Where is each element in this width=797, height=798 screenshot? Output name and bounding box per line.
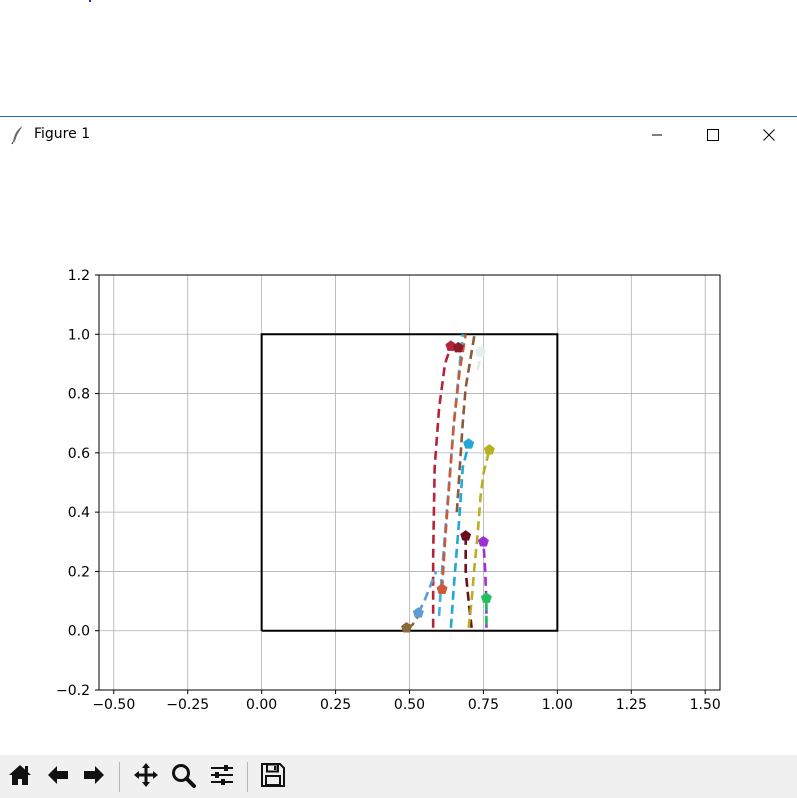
navigation-toolbar: [0, 755, 797, 798]
top-background: [0, 0, 797, 116]
minimize-button[interactable]: [634, 117, 680, 153]
maximize-icon: [707, 129, 719, 141]
magnifier-icon: [169, 761, 197, 793]
series-line: [455, 334, 476, 513]
feather-icon: [10, 125, 26, 145]
y-tick-label: 0.0: [68, 624, 90, 640]
y-tick-label: 0.8: [68, 387, 90, 403]
toolbar-separator: [119, 762, 120, 792]
configure-subplots-button[interactable]: [205, 760, 239, 794]
x-tick-label: 1.50: [690, 697, 721, 713]
series-line: [467, 449, 491, 628]
blue-dot: [89, 0, 91, 2]
unit-square: [260, 333, 559, 632]
maximize-button[interactable]: [690, 117, 736, 153]
series-line: [440, 334, 467, 590]
home-icon: [6, 761, 34, 793]
floppy-disk-icon: [259, 761, 287, 793]
title-bar[interactable]: Figure 1: [0, 117, 797, 153]
point-marker: [436, 583, 448, 594]
pan-button[interactable]: [129, 760, 163, 794]
minimize-icon: [651, 129, 663, 141]
point-marker: [480, 592, 492, 603]
point-marker: [445, 340, 457, 351]
back-button[interactable]: [41, 760, 75, 794]
chart-svg: −0.50 −0.25 0.00 0.25 0.50 0.75 1.00 1.25 1.50 −0…: [56, 268, 721, 713]
series-line: [417, 570, 438, 614]
close-button[interactable]: [746, 117, 792, 153]
point-marker: [483, 444, 495, 455]
x-tick-label: 0.00: [246, 697, 277, 713]
x-tick-label: 0.25: [320, 697, 351, 713]
y-tick-label: 1.2: [68, 268, 90, 284]
y-tick-label: 1.0: [68, 327, 90, 343]
sliders-icon: [208, 761, 236, 793]
point-marker: [477, 535, 489, 547]
y-tick-label: 0.2: [68, 564, 90, 580]
point-marker: [460, 530, 472, 541]
x-tick-label: −0.25: [166, 697, 209, 713]
series-line: [431, 345, 453, 628]
series-line: [482, 541, 488, 628]
window-top-border: [0, 116, 797, 117]
y-tick-label: −0.2: [56, 683, 90, 699]
series-line: [464, 535, 473, 628]
figure-canvas[interactable]: −0.50 −0.25 0.00 0.25 0.50 0.75 1.00 1.25 1.50 −0…: [0, 153, 797, 755]
x-tick-label: 1.00: [542, 697, 573, 713]
x-tick-label: 1.25: [616, 697, 647, 713]
save-button[interactable]: [256, 760, 290, 794]
forward-button[interactable]: [77, 760, 111, 794]
close-icon: [763, 129, 775, 141]
x-tick-label: 0.50: [394, 697, 425, 713]
arrow-right-icon: [80, 761, 108, 793]
y-tick-label: 0.4: [68, 505, 90, 521]
point-marker: [412, 607, 424, 618]
toolbar-separator: [247, 762, 248, 792]
window-title: Figure 1: [34, 126, 91, 142]
point-marker: [452, 341, 464, 353]
series-line: [449, 443, 470, 628]
x-tick-label: 0.75: [468, 697, 499, 713]
zoom-button[interactable]: [166, 760, 200, 794]
home-button[interactable]: [3, 760, 37, 794]
move-icon: [132, 761, 160, 793]
point-marker: [401, 621, 413, 633]
arrow-left-icon: [44, 761, 72, 793]
y-tick-label: 0.6: [68, 446, 90, 462]
point-marker: [474, 346, 486, 357]
point-marker: [463, 438, 475, 449]
x-tick-label: −0.50: [92, 697, 135, 713]
